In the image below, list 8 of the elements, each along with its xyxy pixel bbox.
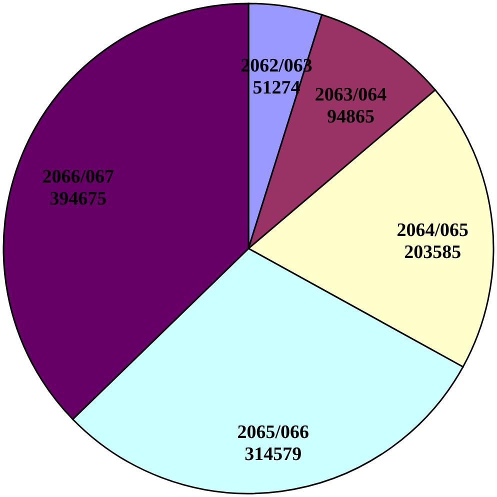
slice-label: 2065/066 [237,422,309,443]
data-label: 314579 [244,444,302,465]
slice-label: 2066/067 [42,166,114,188]
data-label: 94865 [327,106,375,128]
data-label: 394675 [50,188,107,210]
slice-label: 2063/064 [314,84,388,106]
slice-label: 2064/065 [396,220,468,242]
data-label: 203585 [404,242,462,264]
